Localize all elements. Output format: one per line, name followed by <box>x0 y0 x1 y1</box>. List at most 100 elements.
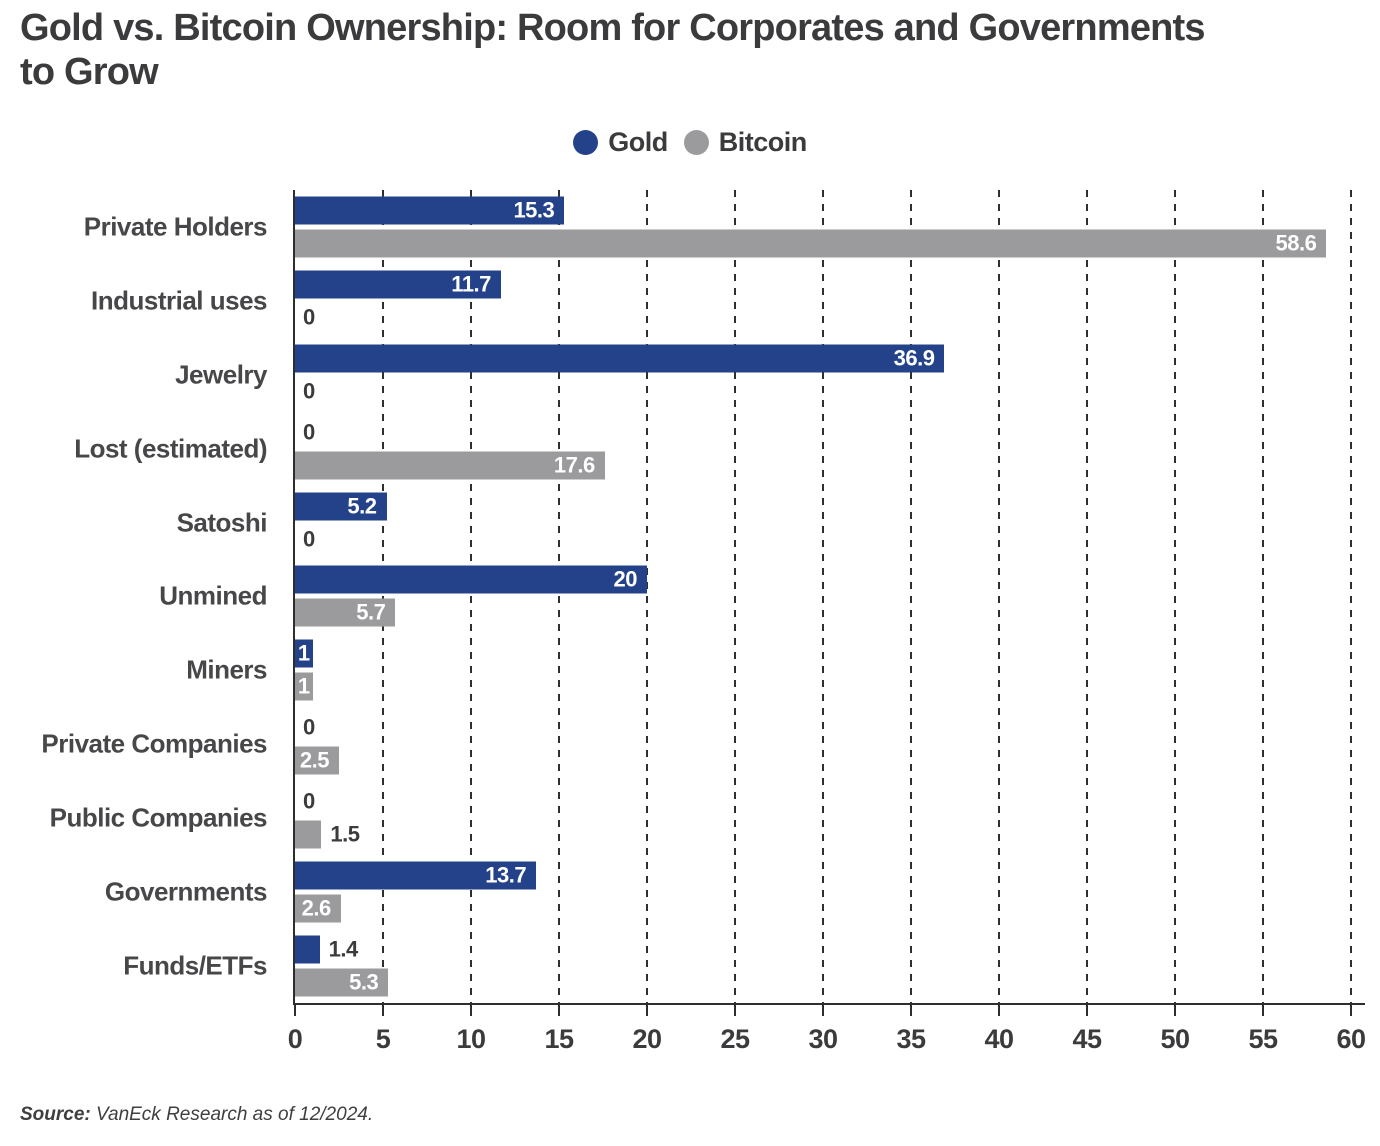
value-label: 13.7 <box>485 862 527 888</box>
bar-pair: 36.9 0 <box>295 344 1351 405</box>
value-label: 5.7 <box>356 599 386 625</box>
chart-title: Gold vs. Bitcoin Ownership: Room for Cor… <box>20 6 1206 94</box>
value-label: 0 <box>303 419 315 445</box>
bitcoin-bar-line: 1 <box>295 672 1351 701</box>
bar-pair: 0 17.6 <box>295 418 1351 480</box>
category-row: Private Holders 15.3 58.6 <box>84 190 1351 264</box>
axis-tick-45 <box>1086 1005 1088 1016</box>
value-label: 2.5 <box>299 747 330 773</box>
axis-tick-25 <box>734 1005 736 1016</box>
source-label: Source: <box>20 1104 91 1125</box>
bitcoin-bar-line: 2.6 <box>295 894 1351 923</box>
gold-bar-line: 1.4 <box>295 935 1351 964</box>
bitcoin-bar: 17.6 <box>295 451 605 480</box>
chart-title-line1: Gold vs. Bitcoin Ownership: Room for Cor… <box>20 7 1206 49</box>
axis-tick-label-40: 40 <box>984 1024 1014 1054</box>
gridline-30 <box>822 190 824 1003</box>
gridline-60 <box>1350 190 1352 1003</box>
bar-pair: 0 2.5 <box>295 714 1351 775</box>
value-label: 20 <box>613 566 638 592</box>
gridline-20 <box>646 190 648 1003</box>
gold-bar <box>295 935 320 964</box>
axis-tick-20 <box>646 1005 648 1016</box>
category-row: Lost (estimated) 0 17.6 <box>74 412 1351 486</box>
gold-bar: 13.7 <box>295 861 537 890</box>
bitcoin-legend-dot-icon <box>683 130 709 155</box>
bitcoin-bar-line: 58.6 <box>295 229 1351 258</box>
value-label: 5.3 <box>349 969 379 995</box>
bitcoin-bar: 2.5 <box>295 746 339 775</box>
category-label: Unmined <box>159 580 267 611</box>
gridline-10 <box>470 190 472 1003</box>
gold-bar: 20 <box>295 565 647 594</box>
bitcoin-bar: 1 <box>295 672 313 701</box>
axis-tick-label-25: 25 <box>720 1024 750 1054</box>
bitcoin-bar-line: 0 <box>295 303 1351 331</box>
bar-pair: 15.3 58.6 <box>295 196 1351 258</box>
value-label: 0 <box>303 788 315 814</box>
axis-tick-0 <box>294 1005 296 1016</box>
category-label: Public Companies <box>49 802 268 833</box>
gridline-5 <box>382 190 384 1003</box>
gold-legend-dot-icon <box>573 130 599 155</box>
bitcoin-bar-line: 0 <box>295 525 1351 553</box>
category-label: Satoshi <box>176 507 268 538</box>
axis-tick-label-50: 50 <box>1160 1024 1190 1054</box>
axis-tick-15 <box>558 1005 560 1016</box>
category-label: Lost (estimated) <box>74 433 267 464</box>
value-label: 0 <box>303 526 315 552</box>
axis-tick-label-45: 45 <box>1072 1024 1102 1054</box>
value-label: 58.6 <box>1275 230 1317 256</box>
gold-bar-line: 0 <box>295 788 1351 816</box>
gridline-15 <box>558 190 560 1003</box>
axis-tick-35 <box>910 1005 912 1016</box>
bar-pair: 20 5.7 <box>295 565 1351 627</box>
bitcoin-bar: 5.3 <box>295 968 389 997</box>
category-row: Unmined 20 5.7 <box>159 560 1351 634</box>
plot-area: Private Holders 15.3 58.6 Industrial uses 11… <box>41 190 1366 1054</box>
category-row: Funds/ETFs 1.4 5.3 <box>123 929 1351 1003</box>
axis-tick-label-5: 5 <box>375 1024 391 1054</box>
value-label: 1.5 <box>330 821 360 847</box>
gridline-55 <box>1262 190 1264 1003</box>
bitcoin-bar-line: 2.5 <box>295 746 1351 775</box>
gold-bar-line: 5.2 <box>295 492 1351 521</box>
legend: Gold Bitcoin <box>0 127 1380 158</box>
value-label: 1.4 <box>328 936 359 962</box>
category-label: Private Companies <box>41 728 267 759</box>
gridline-45 <box>1086 190 1088 1003</box>
axis-tick-label-15: 15 <box>544 1024 574 1054</box>
gold-bar-line: 0 <box>295 418 1351 446</box>
axis-tick-label-35: 35 <box>896 1024 926 1054</box>
bar-pair: 11.7 0 <box>295 270 1351 331</box>
source-text: VanEck Research as of 12/2024. <box>96 1104 374 1125</box>
gridline-40 <box>998 190 1000 1003</box>
value-label: 1 <box>297 640 310 666</box>
category-row: Governments 13.7 2.6 <box>105 855 1351 929</box>
category-row: Private Companies 0 2.5 <box>41 707 1351 781</box>
gold-bar: 1 <box>295 639 313 668</box>
category-row: Satoshi 5.2 0 <box>177 486 1351 560</box>
axis-tick-label-55: 55 <box>1248 1024 1278 1054</box>
axis-tick-label-30: 30 <box>808 1024 838 1054</box>
axis-tick-50 <box>1174 1005 1176 1016</box>
source-note: Source: VanEck Research as of 12/2024. <box>20 1104 373 1126</box>
y-axis-line <box>293 190 295 1005</box>
category-label: Private Holders <box>83 211 268 242</box>
gridline-35 <box>910 190 912 1003</box>
axis-tick-label-20: 20 <box>632 1024 662 1054</box>
value-label: 0 <box>303 714 315 740</box>
bitcoin-bar: 58.6 <box>295 229 1327 258</box>
bitcoin-bar <box>295 820 322 849</box>
axis-tick-5 <box>382 1005 384 1016</box>
gold-bar: 5.2 <box>295 492 387 521</box>
axis-tick-label-0: 0 <box>287 1024 303 1054</box>
bar-pair: 5.2 0 <box>295 492 1351 553</box>
value-label: 0 <box>303 304 315 330</box>
bar-rows: Private Holders 15.3 58.6 Industrial uses 11… <box>41 190 1351 1003</box>
category-label: Miners <box>186 654 267 685</box>
gold-bar: 15.3 <box>295 196 565 225</box>
value-label: 11.7 <box>451 271 491 297</box>
value-label: 1 <box>297 673 310 699</box>
bar-pair: 1.4 5.3 <box>295 935 1351 997</box>
